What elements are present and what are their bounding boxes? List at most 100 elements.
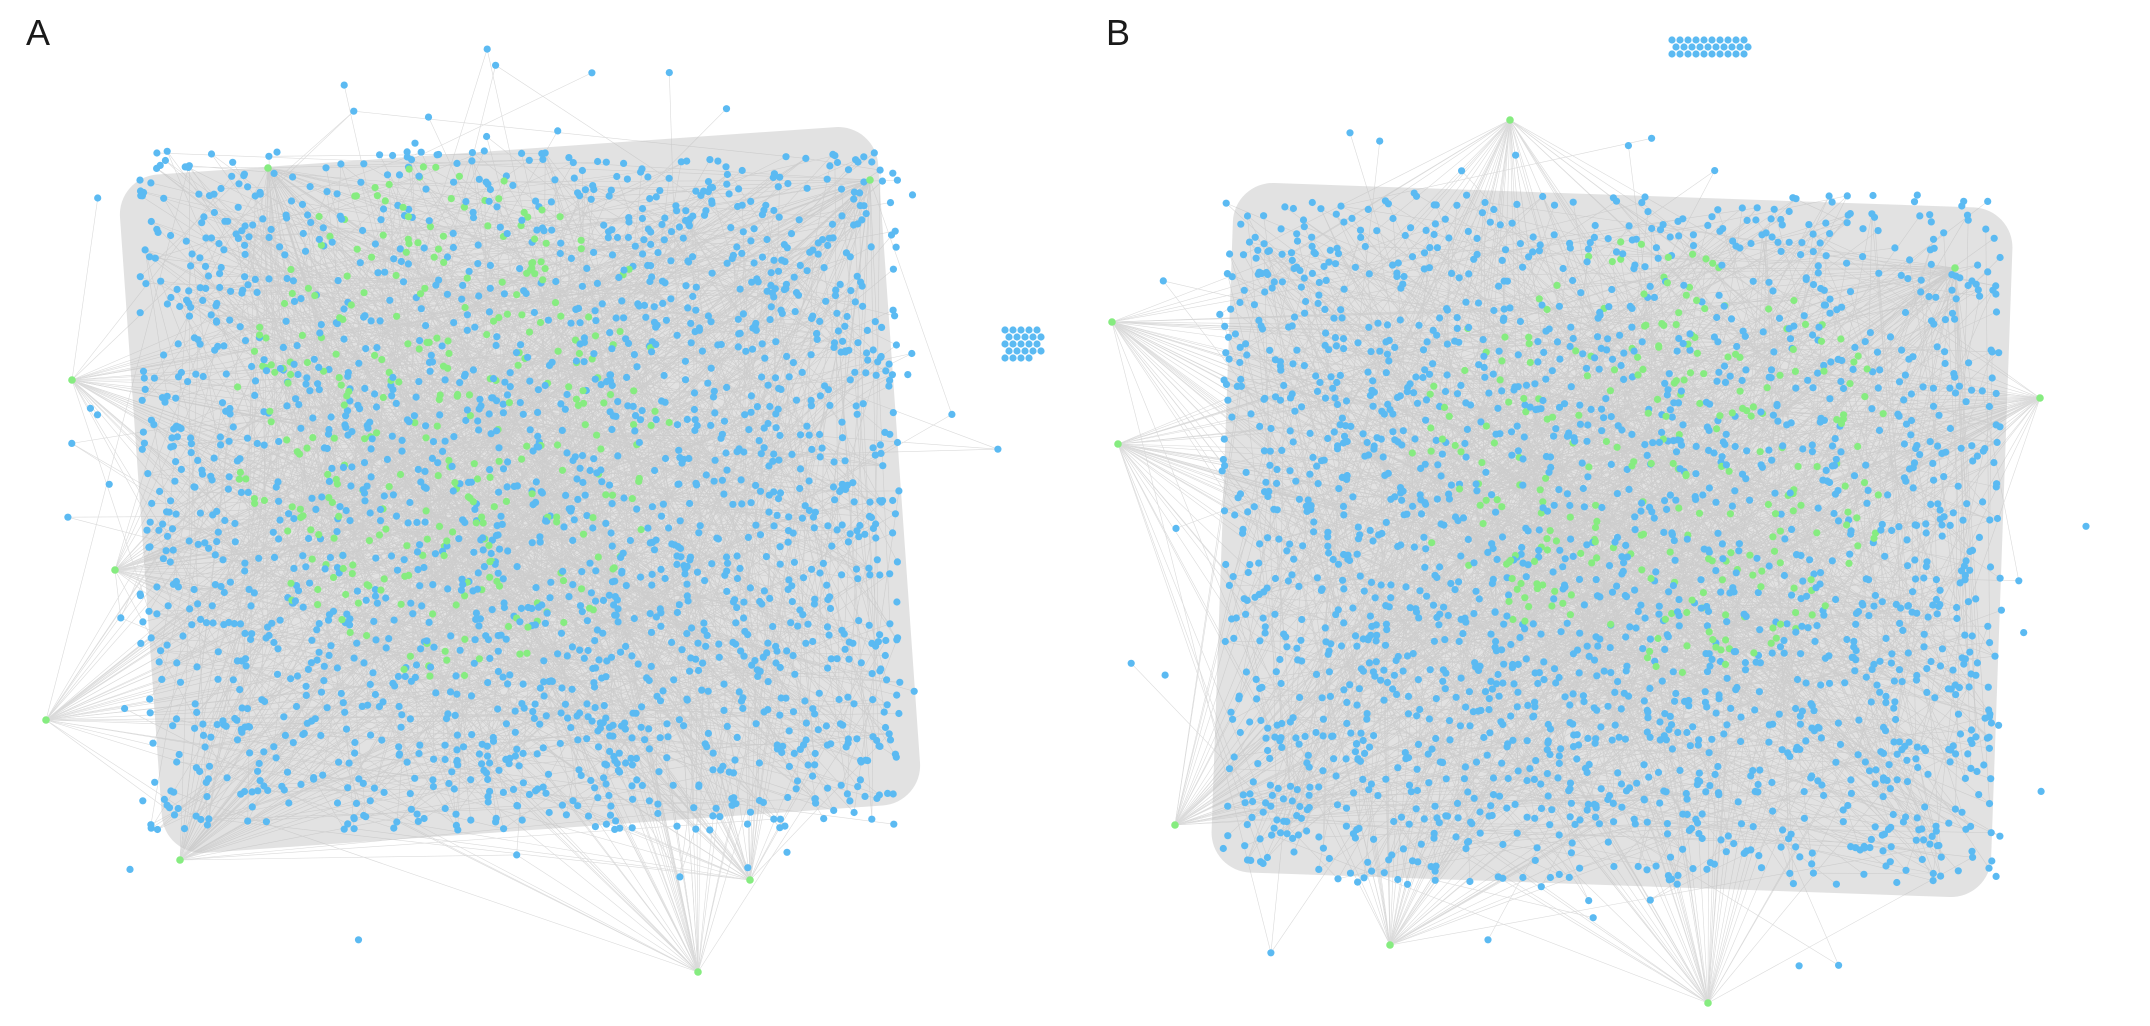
panel-a-node	[196, 767, 204, 776]
panel-a-edge	[203, 175, 507, 736]
panel-b-edge	[1569, 788, 1934, 881]
panel-a-node	[696, 522, 704, 530]
panel-a-node	[803, 267, 811, 275]
panel-a-node	[700, 619, 708, 627]
panel-a-node	[474, 241, 482, 249]
panel-a-node-highlight	[303, 358, 311, 367]
panel-a-node	[524, 603, 532, 612]
panel-a-node	[591, 784, 599, 792]
panel-a-node	[776, 431, 784, 440]
panel-a-node	[407, 805, 415, 813]
panel-b-edge	[1174, 400, 1347, 826]
panel-a-node	[417, 478, 425, 486]
panel-a-node	[149, 739, 157, 747]
panel-a-node	[541, 619, 550, 627]
panel-a-node	[678, 646, 686, 654]
panel-a-edge	[539, 513, 896, 725]
panel-a-node	[432, 281, 440, 289]
panel-a-node	[872, 534, 880, 542]
panel-a-node	[522, 289, 530, 298]
panel-a-node	[675, 223, 684, 231]
panel-a-node	[492, 341, 500, 350]
panel-a-cluster-node	[1013, 347, 1021, 355]
panel-a-node	[407, 599, 415, 607]
panel-a-edge	[200, 798, 816, 820]
panel-a-node	[346, 621, 354, 629]
panel-a-edge	[160, 350, 215, 651]
panel-a-node	[844, 693, 852, 701]
panel-b-edge	[1633, 819, 1709, 1004]
panel-a-node	[333, 528, 341, 536]
panel-a-node	[333, 664, 341, 672]
panel-a-node	[774, 495, 783, 503]
panel-a-edge	[509, 313, 783, 759]
panel-a-node-highlight	[525, 328, 534, 336]
panel-a-edge	[585, 179, 898, 191]
panel-a-node	[302, 691, 310, 700]
panel-a-node	[795, 216, 803, 224]
panel-a-node-highlight	[280, 299, 289, 308]
panel-a-edge	[159, 491, 752, 504]
panel-a-node	[147, 416, 155, 424]
panel-a-node	[398, 711, 406, 719]
panel-a-node	[493, 427, 501, 435]
panel-a-node	[273, 148, 281, 156]
panel-a-node	[804, 620, 812, 628]
panel-a-edge	[169, 458, 690, 808]
panel-a-node	[676, 873, 684, 881]
panel-a-node	[484, 793, 492, 801]
panel-a-node-highlight	[333, 480, 341, 488]
panel-b-edge	[1720, 591, 1839, 724]
panel-a-node-highlight	[475, 655, 483, 663]
panel-a-node-highlight	[271, 368, 279, 376]
panel-a-node	[350, 654, 358, 662]
panel-a-edge	[603, 405, 831, 778]
panel-a-node	[675, 480, 683, 488]
panel-a-edge	[247, 558, 377, 822]
panel-a-node	[870, 149, 878, 157]
panel-a-node	[281, 731, 289, 740]
panel-a-cluster-node	[1025, 326, 1033, 334]
panel-a-node	[620, 159, 628, 167]
panel-a-node	[834, 327, 843, 335]
panel-a-node	[564, 714, 572, 722]
panel-a-node	[684, 304, 692, 312]
panel-a-node	[143, 526, 151, 534]
panel-a-edge	[71, 379, 345, 830]
panel-a-node	[793, 777, 802, 785]
panel-a-node	[494, 667, 502, 676]
panel-a-node-highlight	[396, 470, 405, 479]
panel-a-node	[823, 623, 832, 631]
panel-a-node	[405, 418, 413, 426]
panel-a-node	[301, 247, 310, 255]
panel-a-node	[580, 654, 588, 662]
panel-a-node	[690, 804, 698, 812]
panel-a-node	[613, 760, 621, 768]
panel-a-node	[514, 802, 522, 810]
panel-a-node-highlight	[484, 222, 492, 230]
panel-a-node	[733, 733, 741, 742]
panel-a-edge	[506, 233, 756, 661]
panel-a-node	[732, 800, 740, 808]
panel-a-node	[297, 295, 305, 303]
panel-a-node	[444, 710, 452, 718]
panel-a-node	[213, 299, 221, 308]
panel-a-node	[820, 815, 828, 823]
panel-a-node	[773, 511, 781, 519]
panel-a-node	[777, 694, 785, 702]
panel-b-edge	[1358, 761, 1361, 829]
panel-a-edge	[211, 479, 548, 614]
panel-a-node	[428, 454, 436, 462]
panel-a-node	[293, 672, 302, 680]
panel-a-node-highlight	[345, 387, 353, 396]
panel-a-node	[503, 391, 512, 399]
panel-a-edge	[217, 217, 413, 680]
panel-a-edge	[835, 290, 873, 820]
panel-a-node	[788, 450, 796, 458]
panel-a-edge	[495, 65, 856, 303]
panel-b-edge	[1117, 443, 1359, 528]
panel-a-node	[438, 342, 446, 350]
panel-a-node	[715, 640, 723, 648]
panel-b-edge	[1111, 321, 1450, 721]
panel-a-node	[796, 745, 804, 754]
